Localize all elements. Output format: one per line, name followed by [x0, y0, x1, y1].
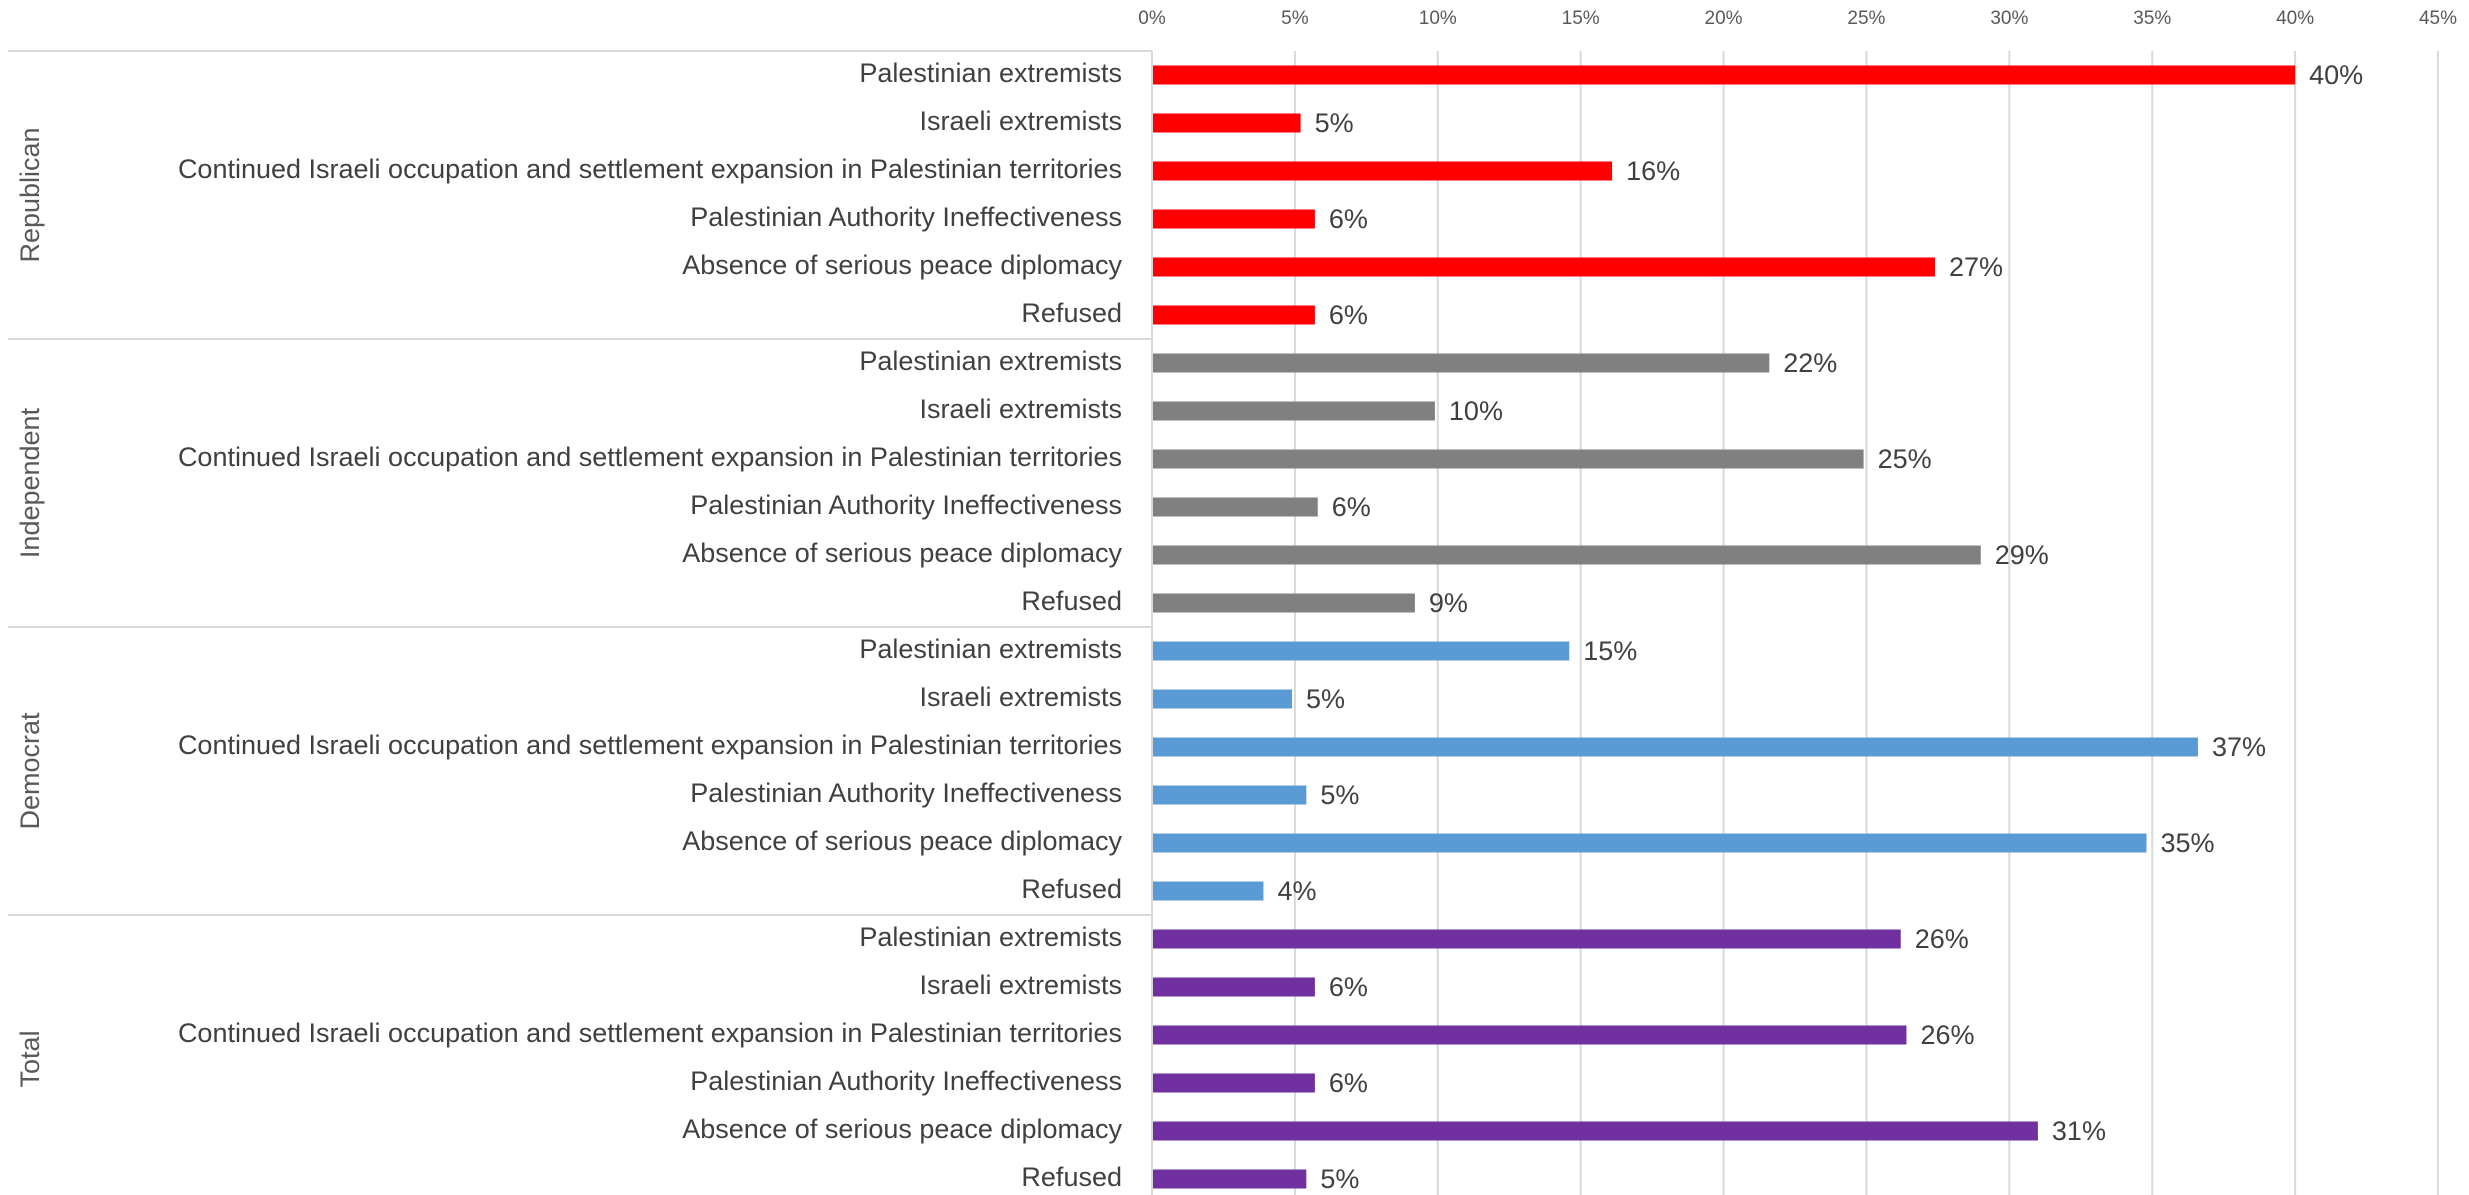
bar	[1152, 1169, 1307, 1189]
data-label: 9%	[1429, 588, 1468, 618]
x-tick-label: 40%	[2276, 8, 2314, 29]
x-tick-label: 15%	[1562, 8, 1600, 29]
x-tick-label: 20%	[1705, 8, 1743, 29]
bar	[1152, 881, 1264, 901]
x-tick-label: 30%	[1990, 8, 2028, 29]
category-label: Israeli extremists	[919, 394, 1122, 424]
data-label: 25%	[1878, 444, 1932, 474]
category-label: Israeli extremists	[919, 106, 1122, 136]
data-label: 40%	[2309, 60, 2363, 90]
bar	[1152, 497, 1318, 517]
data-label: 10%	[1449, 396, 1503, 426]
data-label: 4%	[1277, 876, 1316, 906]
data-label: 5%	[1315, 108, 1354, 138]
data-label: 6%	[1329, 1068, 1368, 1098]
category-label: Palestinian Authority Ineffectiveness	[690, 202, 1122, 232]
category-label: Palestinian Authority Ineffectiveness	[690, 1066, 1122, 1096]
bar	[1152, 737, 2198, 757]
category-label: Palestinian extremists	[859, 922, 1122, 952]
data-label: 5%	[1320, 1164, 1359, 1194]
category-label: Palestinian Authority Ineffectiveness	[690, 778, 1122, 808]
bar	[1152, 401, 1435, 421]
bar	[1152, 689, 1293, 709]
bar	[1152, 209, 1315, 229]
bar	[1152, 929, 1901, 949]
bar	[1152, 1121, 2038, 1141]
group-label: Republican	[15, 127, 45, 262]
category-label: Absence of serious peace diplomacy	[682, 826, 1122, 856]
data-label: 26%	[1915, 924, 1969, 954]
category-label: Refused	[1021, 298, 1122, 328]
x-tick-label: 0%	[1138, 8, 1166, 29]
data-label: 22%	[1783, 348, 1837, 378]
bar	[1152, 305, 1315, 325]
category-label: Palestinian extremists	[859, 58, 1122, 88]
category-label: Palestinian Authority Ineffectiveness	[690, 490, 1122, 520]
category-label: Israeli extremists	[919, 970, 1122, 1000]
bar	[1152, 65, 2296, 85]
bar	[1152, 833, 2147, 853]
x-tick-label: 25%	[1847, 8, 1885, 29]
data-label: 5%	[1306, 684, 1345, 714]
data-label: 6%	[1329, 972, 1368, 1002]
bar	[1152, 1025, 1907, 1045]
category-label: Continued Israeli occupation and settlem…	[178, 154, 1122, 184]
category-label: Refused	[1021, 1162, 1122, 1192]
bar	[1152, 353, 1770, 373]
category-label: Palestinian extremists	[859, 634, 1122, 664]
x-tick-label: 10%	[1419, 8, 1457, 29]
data-label: 27%	[1949, 252, 2003, 282]
bar	[1152, 449, 1864, 469]
bar	[1152, 641, 1570, 661]
bar	[1152, 545, 1981, 565]
data-label: 16%	[1626, 156, 1680, 186]
data-label: 35%	[2161, 828, 2215, 858]
group-label: Independent	[15, 407, 45, 558]
category-label: Palestinian extremists	[859, 346, 1122, 376]
data-label: 31%	[2052, 1116, 2106, 1146]
bar	[1152, 257, 1936, 277]
bar	[1152, 1073, 1315, 1093]
x-tick-label: 5%	[1281, 8, 1309, 29]
data-label: 37%	[2212, 732, 2266, 762]
group-label: Democrat	[15, 712, 45, 830]
category-label: Absence of serious peace diplomacy	[682, 538, 1122, 568]
category-label: Israeli extremists	[919, 682, 1122, 712]
group-label: Total	[15, 1030, 45, 1087]
bar	[1152, 593, 1415, 613]
bar	[1152, 161, 1613, 181]
data-label: 6%	[1329, 300, 1368, 330]
bar	[1152, 113, 1301, 133]
category-label: Refused	[1021, 586, 1122, 616]
data-label: 6%	[1332, 492, 1371, 522]
category-label: Absence of serious peace diplomacy	[682, 1114, 1122, 1144]
data-label: 26%	[1920, 1020, 1974, 1050]
x-tick-label: 35%	[2133, 8, 2171, 29]
data-label: 5%	[1320, 780, 1359, 810]
bar	[1152, 977, 1315, 997]
category-label: Refused	[1021, 874, 1122, 904]
data-label: 15%	[1583, 636, 1637, 666]
category-label: Continued Israeli occupation and settlem…	[178, 442, 1122, 472]
data-label: 29%	[1995, 540, 2049, 570]
bar	[1152, 785, 1307, 805]
category-label: Absence of serious peace diplomacy	[682, 250, 1122, 280]
category-label: Continued Israeli occupation and settlem…	[178, 730, 1122, 760]
x-tick-label: 45%	[2419, 8, 2457, 29]
category-label: Continued Israeli occupation and settlem…	[178, 1018, 1122, 1048]
data-label: 6%	[1329, 204, 1368, 234]
